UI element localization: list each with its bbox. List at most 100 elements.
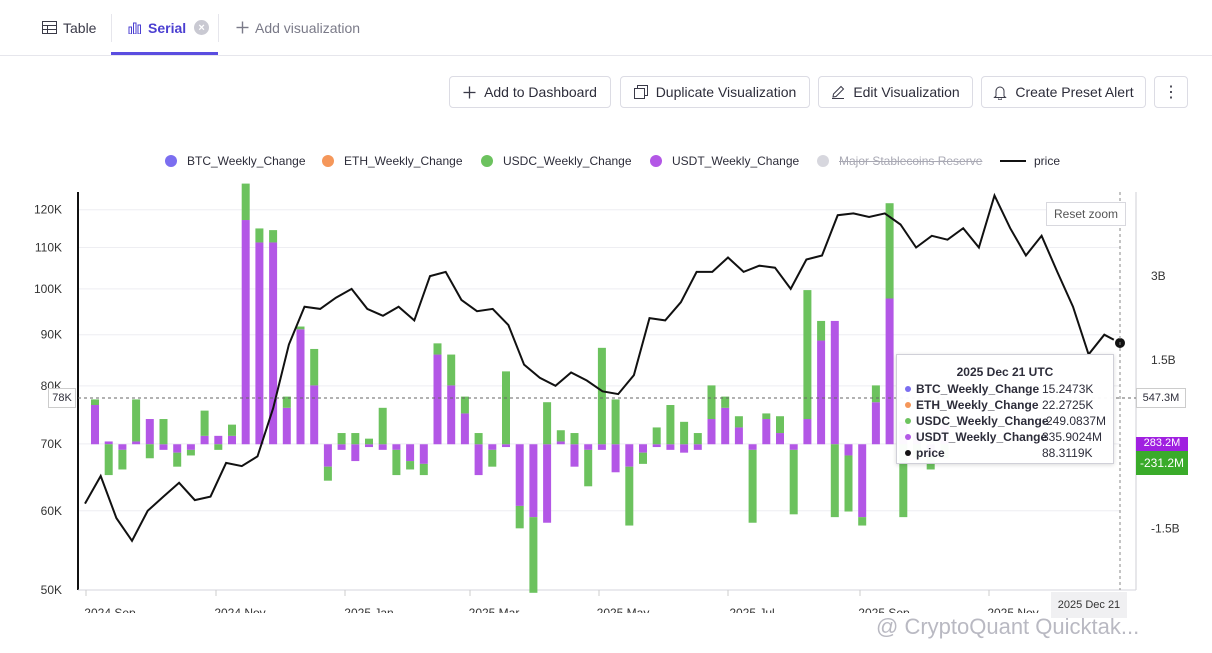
usdt-bar <box>474 444 483 476</box>
legend-label: Major Stablecoins Reserve <box>839 154 983 168</box>
usdc-value-badge: -231.2M <box>1136 451 1188 475</box>
usdc-bar <box>570 433 579 445</box>
tooltip-series-value: -249.0837M <box>1042 414 1107 428</box>
price-line <box>84 192 1121 543</box>
usdc-bar <box>899 444 908 518</box>
usdt-bar <box>611 444 620 473</box>
usdt-bar <box>447 385 456 445</box>
usdt-bar <box>91 405 99 445</box>
create-preset-alert-button[interactable]: Create Preset Alert <box>981 76 1146 108</box>
usdt-bar <box>323 444 332 467</box>
usdt-bar <box>186 444 195 450</box>
legend-stablecoin-reserve[interactable]: Major Stablecoins Reserve <box>817 150 982 172</box>
watermark: @ CryptoQuant Quicktak... <box>876 614 1140 639</box>
usdt-bar <box>789 444 798 450</box>
usdt-bar <box>145 419 154 445</box>
copy-icon <box>633 85 648 99</box>
add-to-dashboard-button[interactable]: Add to Dashboard <box>449 76 611 108</box>
add-to-dashboard-label: Add to Dashboard <box>484 84 597 100</box>
usdt-bar <box>255 242 264 445</box>
usdc-bar <box>776 416 784 434</box>
usdc-bar <box>748 449 757 523</box>
usdt-bar <box>310 385 319 445</box>
more-vertical-icon: ⋮ <box>1163 84 1179 101</box>
usdc-bar <box>652 427 661 445</box>
x-tick-label: 2025 May <box>597 606 650 613</box>
x-tick-label: 2025 Jul <box>729 606 774 613</box>
add-visualization-label: Add visualization <box>255 19 361 36</box>
usdt-bar <box>282 407 291 445</box>
chart-plot[interactable]: 50K60K70K80K90K100K110K120K-1.5B01.5B3B2… <box>0 180 1212 613</box>
usdt-bar <box>762 419 771 445</box>
x-tick-label: 2024 Sep <box>84 606 136 613</box>
y-left-tick-label: 100K <box>34 282 62 296</box>
usdc-bar <box>159 419 168 445</box>
pencil-icon <box>832 85 845 99</box>
active-tab-indicator <box>111 52 218 55</box>
usdc-bar <box>296 326 305 330</box>
usdc-bar <box>885 203 894 299</box>
legend-dot <box>817 155 829 167</box>
usdc-bar <box>625 466 634 526</box>
usdc-bar <box>817 320 826 341</box>
tooltip-title: 2025 Dec 21 UTC <box>956 365 1054 379</box>
usdc-bar <box>611 399 620 445</box>
duplicate-visualization-button[interactable]: Duplicate Visualization <box>620 76 810 108</box>
x-tick-label: 2025 Jan <box>344 606 393 613</box>
usdt-bar <box>241 220 250 445</box>
x-tick-label: 2025 Sep <box>858 606 910 613</box>
usdt-bar <box>734 427 743 445</box>
usdt-bar <box>625 444 634 467</box>
tooltip-series-name: ETH_Weekly_Change <box>916 398 1039 412</box>
usdt-bar <box>269 242 278 445</box>
usdc-bar <box>762 413 771 420</box>
usdt-bar <box>351 444 360 462</box>
tab-serial[interactable]: Serial × <box>128 0 210 55</box>
create-preset-alert-label: Create Preset Alert <box>1015 84 1134 100</box>
usdt-bar <box>460 413 469 445</box>
usdt-bar <box>433 354 442 445</box>
usdc-bar <box>502 371 510 445</box>
usdc-bar <box>871 385 880 403</box>
add-visualization-tab[interactable]: Add visualization <box>236 0 360 55</box>
legend-line <box>1000 160 1026 162</box>
usdt-bar <box>543 444 552 523</box>
legend-usdc[interactable]: USDC_Weekly_Change <box>481 150 632 172</box>
legend-price[interactable]: price <box>1000 150 1060 172</box>
tooltip-bullet <box>905 386 911 392</box>
usdt-bar <box>639 444 647 453</box>
usdc-bar <box>433 343 442 355</box>
legend-eth[interactable]: ETH_Weekly_Change <box>322 150 463 172</box>
close-icon[interactable]: × <box>194 20 210 35</box>
usdc-bar <box>406 461 415 470</box>
tooltip-bullet <box>905 434 911 440</box>
y-left-tick-label: 110K <box>35 241 62 255</box>
usdc-bar <box>529 517 538 593</box>
tooltip-series-name: USDC_Weekly_Change <box>916 414 1049 428</box>
legend-label: BTC_Weekly_Change <box>187 154 306 168</box>
usdc-bar <box>721 396 730 408</box>
tooltip-series-name: USDT_Weekly_Change <box>916 430 1048 444</box>
legend-dot <box>650 155 662 167</box>
usdt-bar <box>597 444 606 450</box>
usdc-bar <box>214 444 223 450</box>
usdt-bar <box>173 444 182 453</box>
tab-serial-label: Serial <box>148 19 187 36</box>
legend-btc[interactable]: BTC_Weekly_Change <box>165 150 306 172</box>
edit-visualization-button[interactable]: Edit Visualization <box>818 76 973 108</box>
usdc-bar <box>173 452 182 467</box>
reset-zoom-button[interactable]: Reset zoom <box>1046 202 1126 226</box>
legend-usdt[interactable]: USDT_Weekly_Change <box>650 150 799 172</box>
usdt-bar <box>680 444 689 453</box>
tooltip-row-usdc: USDC_Weekly_Change -249.0837M <box>897 413 1113 429</box>
usdt-bar <box>871 402 880 445</box>
usdt-bar <box>584 444 593 450</box>
tab-table[interactable]: Table <box>42 0 96 55</box>
usdt-bar <box>228 435 236 445</box>
legend-dot <box>322 155 334 167</box>
usdc-bar <box>378 407 387 445</box>
usdc-bar <box>543 402 552 445</box>
usdc-bar <box>104 444 113 476</box>
more-options-button[interactable]: ⋮ <box>1154 76 1188 108</box>
legend-label: USDC_Weekly_Change <box>503 154 632 168</box>
